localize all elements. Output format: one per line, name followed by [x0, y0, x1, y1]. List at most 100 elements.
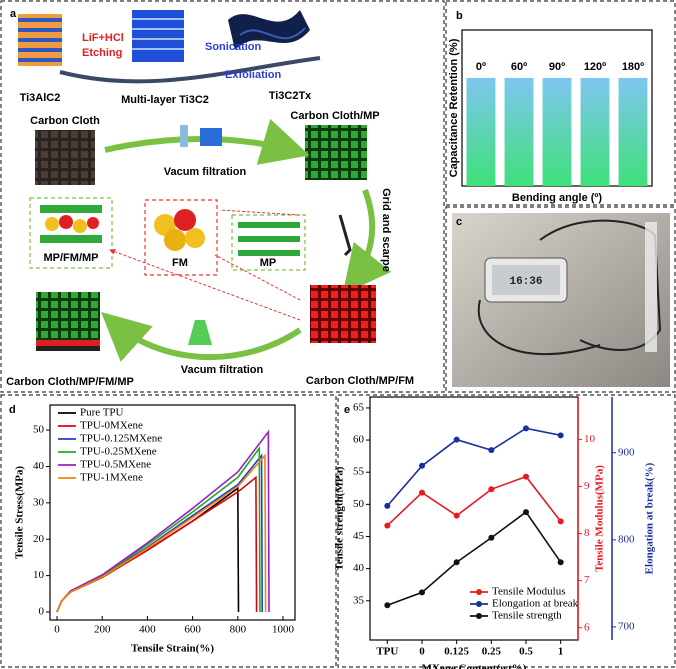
photo — [452, 213, 670, 387]
panel-label: d — [9, 404, 16, 416]
panel-label: e — [344, 404, 350, 416]
panel-frame — [445, 0, 676, 206]
point — [453, 436, 460, 443]
label: MP — [260, 257, 277, 269]
y3-tick-label: 800 — [618, 533, 635, 545]
series-line — [56, 453, 267, 613]
label: Sonication — [205, 41, 262, 53]
bar-label: 0º — [476, 61, 486, 73]
legend-label: TPU-0MXene — [80, 420, 143, 432]
point — [557, 518, 564, 525]
legend-label: TPU-0.5MXene — [80, 459, 151, 471]
y-tick-label: 35 — [353, 594, 365, 606]
x-tick-label: 0.5 — [519, 646, 533, 658]
x-tick-label: 0 — [54, 624, 60, 636]
legend-label: TPU-1MXene — [80, 472, 143, 484]
y3-tick-label: 700 — [618, 620, 635, 632]
bar-label: 60º — [511, 61, 527, 73]
point — [453, 559, 460, 566]
point — [384, 522, 391, 529]
point — [523, 473, 529, 480]
panel-frame — [445, 206, 676, 393]
point — [453, 512, 460, 519]
multilayer-stack — [132, 10, 184, 62]
series-line — [386, 475, 562, 527]
label: Vacum filtration — [181, 364, 264, 376]
point — [419, 462, 425, 469]
y-axis-title: Capacitance Retention (%) — [448, 38, 460, 177]
y-axis-title: Tensile Stress(MPa) — [14, 466, 26, 560]
label: Carbon Cloth/MP — [290, 110, 379, 122]
bar — [580, 77, 610, 186]
label: Carbon Cloth/MP/FM — [306, 375, 414, 387]
label: Ti3C2Tx — [269, 90, 312, 102]
panel-frame — [0, 394, 337, 668]
process-arrow — [59, 56, 321, 84]
bar-label: 90º — [549, 61, 565, 73]
label: Carbon Cloth — [30, 115, 100, 127]
point — [384, 602, 391, 609]
y-tick-label: 40 — [353, 562, 365, 574]
bar — [466, 77, 496, 186]
x-tick-label: 1 — [558, 646, 564, 658]
x-tick-label: 800 — [230, 624, 247, 636]
point — [419, 489, 425, 496]
y2-tick-label: 6 — [584, 621, 590, 633]
label: Vacum filtration — [164, 166, 247, 178]
y-tick-label: 20 — [33, 533, 45, 545]
point — [557, 559, 564, 566]
point — [488, 447, 495, 454]
legend-label: Pure TPU — [80, 407, 124, 419]
mxene-sheet — [228, 10, 310, 50]
bar-label: 120º — [584, 61, 606, 73]
y-tick-label: 65 — [353, 401, 365, 413]
point — [523, 425, 529, 432]
y2-tick-label: 8 — [584, 527, 590, 539]
y-tick-label: 30 — [33, 496, 45, 508]
legend-label: Elongation at break — [492, 598, 579, 610]
x-tick-label: 0 — [419, 646, 425, 658]
y-tick-label: 45 — [353, 530, 365, 542]
y2-tick-label: 7 — [584, 574, 590, 586]
x-tick-label: 400 — [139, 624, 156, 636]
label: Multi-layer Ti3C2 — [121, 94, 209, 106]
carbon-cloth-mp-fm-mp — [36, 292, 100, 344]
label: FM — [172, 257, 188, 269]
arrow — [342, 188, 392, 295]
x-tick-label: TPU — [376, 646, 398, 658]
label: Grid and scarpe — [380, 188, 392, 272]
y-tick-label: 0 — [39, 606, 45, 618]
y-tick-label: 40 — [33, 460, 45, 472]
legend-label: Tensile Modulus — [492, 586, 565, 598]
legend-label: Tensile strength — [492, 610, 562, 622]
carbon-cloth-mp-fm — [310, 285, 376, 343]
y3-axis-title: Elongation at break(%) — [644, 462, 656, 574]
panel-label: a — [10, 8, 17, 20]
flask-icon — [188, 320, 212, 345]
y-tick-label: 10 — [33, 569, 45, 581]
carbon-cloth-mp — [305, 125, 367, 180]
point — [488, 486, 495, 493]
x-tick-label: 0.125 — [444, 646, 469, 658]
panel-label: c — [456, 216, 462, 228]
y-axis-title: Tensile strength(MPa) — [334, 466, 346, 571]
y2-tick-label: 9 — [584, 480, 590, 492]
carbon-cloth — [35, 130, 95, 185]
series-line — [387, 510, 562, 607]
ti3alc2-stack — [18, 14, 62, 66]
series-line — [56, 475, 258, 613]
scraper-icon — [338, 214, 352, 257]
label: Etching — [82, 47, 122, 59]
x-tick-label: 200 — [94, 624, 111, 636]
x-axis-title: MXene Content(wt%) — [422, 663, 527, 669]
point — [488, 534, 495, 541]
fm-box — [144, 199, 218, 276]
bar-label: 180º — [622, 61, 644, 73]
schematic — [18, 10, 392, 362]
x-tick-label: 1000 — [272, 624, 295, 636]
legend-swatch — [476, 601, 482, 607]
legend-swatch — [476, 613, 482, 619]
flask-icon — [180, 125, 188, 147]
label: MP/FM/MP — [44, 252, 99, 264]
label: Carbon Cloth/MP/FM/MP — [6, 376, 134, 388]
